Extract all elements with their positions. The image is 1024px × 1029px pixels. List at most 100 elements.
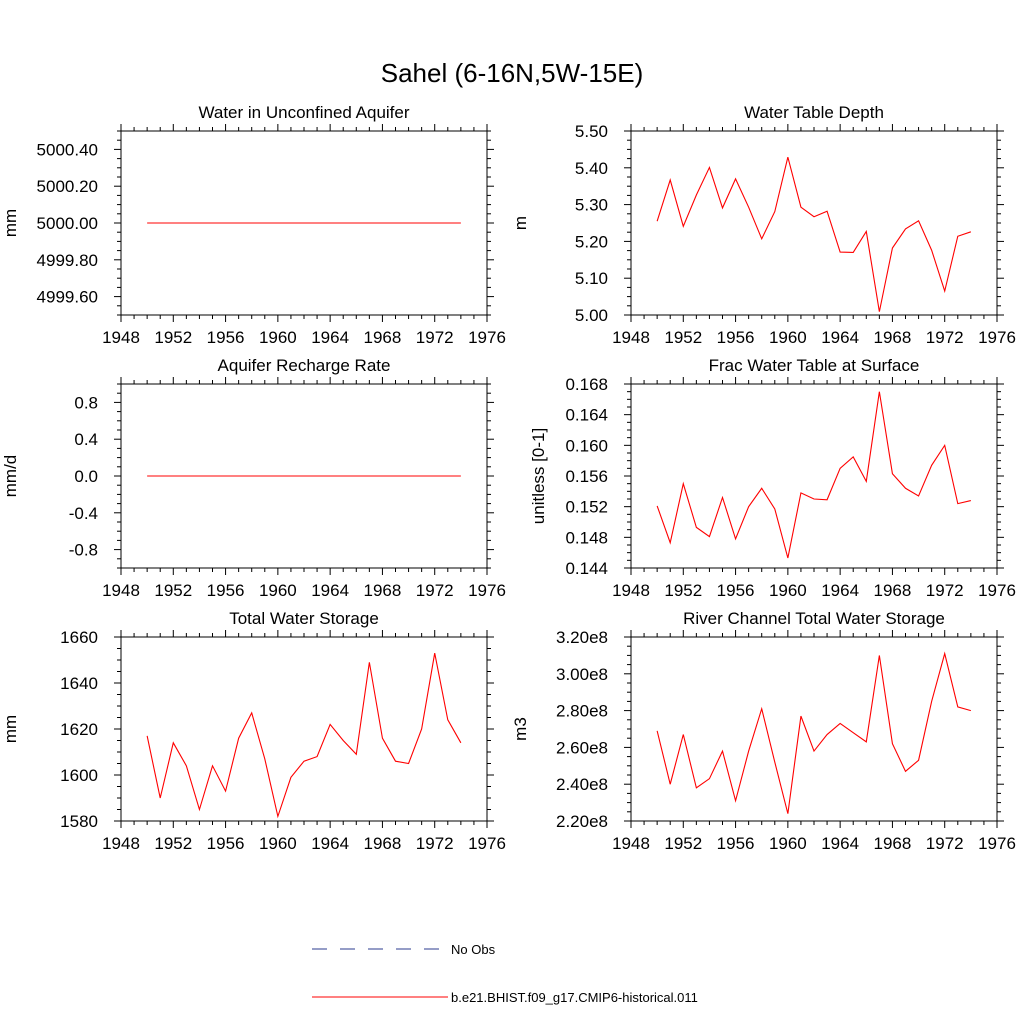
x-tick-label: 1948 [612,328,650,347]
y-axis-label: mm [1,715,20,743]
x-tick-label: 1976 [978,328,1016,347]
series-line-1 [146,652,462,819]
x-tick-label: 1948 [612,581,650,600]
x-tick-label: 1968 [874,581,912,600]
x-tick-label: 1968 [364,328,402,347]
x-tick-label: 1964 [821,581,859,600]
x-tick-label: 1968 [364,834,402,853]
y-tick-label: 4999.60 [37,288,98,307]
x-tick-label: 1956 [717,581,755,600]
y-tick-label: 3.00e8 [556,665,608,684]
y-tick-label: 5.40 [575,159,608,178]
y-tick-label: 0.0 [74,467,98,486]
series-line-1 [656,156,972,312]
x-tick-label: 1956 [207,328,245,347]
y-axis-label: mm [1,209,20,237]
x-tick-label: 1960 [769,581,807,600]
x-tick-label: 1952 [664,328,702,347]
x-tick-label: 1956 [717,834,755,853]
x-tick-label: 1976 [468,834,506,853]
x-tick-label: 1976 [468,581,506,600]
legend-label-1: No Obs [451,942,496,957]
y-tick-label: 0.4 [74,430,98,449]
x-tick-label: 1972 [416,581,454,600]
x-tick-label: 1972 [416,328,454,347]
panel-3: Aquifer Recharge Rate 1948 1952 1956 1960 196… [1,356,506,600]
y-tick-label: 0.144 [565,559,608,578]
panel-title: River Channel Total Water Storage [683,609,945,628]
y-axis-label: unitless [0-1] [529,428,548,524]
y-tick-label: 5000.20 [37,177,98,196]
y-tick-label: 5000.00 [37,214,98,233]
y-tick-label: 3.20e8 [556,628,608,647]
x-tick-label: 1952 [664,834,702,853]
y-tick-label: 0.160 [565,436,608,455]
x-tick-label: 1968 [364,581,402,600]
panel-1: Water in Unconfined Aquifer 1948 1952 1956 1… [1,103,506,347]
y-tick-label: 5.00 [575,306,608,325]
x-tick-label: 1964 [821,328,859,347]
y-tick-label: 1640 [60,674,98,693]
y-tick-label: 1660 [60,628,98,647]
x-tick-label: 1952 [154,581,192,600]
series-line-1 [656,651,972,814]
panel-title: Water in Unconfined Aquifer [198,103,409,122]
x-tick-label: 1972 [926,834,964,853]
x-tick-label: 1956 [717,328,755,347]
x-tick-label: 1964 [311,581,349,600]
y-tick-label: 1580 [60,812,98,831]
panel-4: Frac Water Table at Surface 1948 1952 1956 1… [529,356,1016,600]
y-tick-label: 1620 [60,720,98,739]
x-tick-label: 1968 [874,328,912,347]
x-tick-label: 1960 [259,328,297,347]
plot-frame [630,383,998,569]
y-tick-label: 0.152 [565,498,608,517]
y-tick-label: 2.20e8 [556,812,608,831]
x-tick-label: 1964 [311,834,349,853]
plot-frame [120,636,488,822]
y-tick-label: -0.8 [69,541,98,560]
x-tick-label: 1956 [207,581,245,600]
y-tick-label: 4999.80 [37,251,98,270]
x-tick-label: 1960 [769,328,807,347]
y-tick-label: 2.40e8 [556,775,608,794]
x-tick-label: 1976 [978,581,1016,600]
x-tick-label: 1952 [154,328,192,347]
panel-title: Aquifer Recharge Rate [218,356,391,375]
x-tick-label: 1952 [154,834,192,853]
x-tick-label: 1948 [612,834,650,853]
panel-6: River Channel Total Water Storage 1948 195… [511,609,1016,853]
y-axis-label: m [511,216,530,230]
y-tick-label: 0.8 [74,393,98,412]
y-tick-label: 5.50 [575,122,608,141]
y-tick-label: 0.168 [565,375,608,394]
panels: Water in Unconfined Aquifer 1948 1952 1956 1… [1,103,1016,853]
y-tick-label: 5.10 [575,269,608,288]
y-tick-label: 0.148 [565,528,608,547]
legend-label-2: b.e21.BHIST.f09_g17.CMIP6-historical.011 [451,990,698,1005]
x-tick-label: 1964 [821,834,859,853]
x-tick-label: 1960 [259,834,297,853]
x-tick-label: 1948 [102,834,140,853]
x-tick-label: 1964 [311,328,349,347]
y-tick-label: -0.4 [69,504,98,523]
y-tick-label: 1600 [60,766,98,785]
panel-2: Water Table Depth 1948 1952 1956 1960 1964 196… [511,103,1016,347]
y-tick-label: 5.30 [575,196,608,215]
y-tick-label: 0.156 [565,467,608,486]
y-tick-label: 5.20 [575,232,608,251]
x-tick-label: 1960 [259,581,297,600]
figure-title: Sahel (6-16N,5W-15E) [381,58,644,88]
x-tick-label: 1956 [207,834,245,853]
x-tick-label: 1948 [102,581,140,600]
x-tick-label: 1972 [926,328,964,347]
y-tick-label: 2.60e8 [556,738,608,757]
x-tick-label: 1972 [926,581,964,600]
x-tick-label: 1976 [468,328,506,347]
x-tick-label: 1968 [874,834,912,853]
y-tick-label: 5000.40 [37,140,98,159]
x-tick-label: 1952 [664,581,702,600]
panel-title: Water Table Depth [744,103,884,122]
